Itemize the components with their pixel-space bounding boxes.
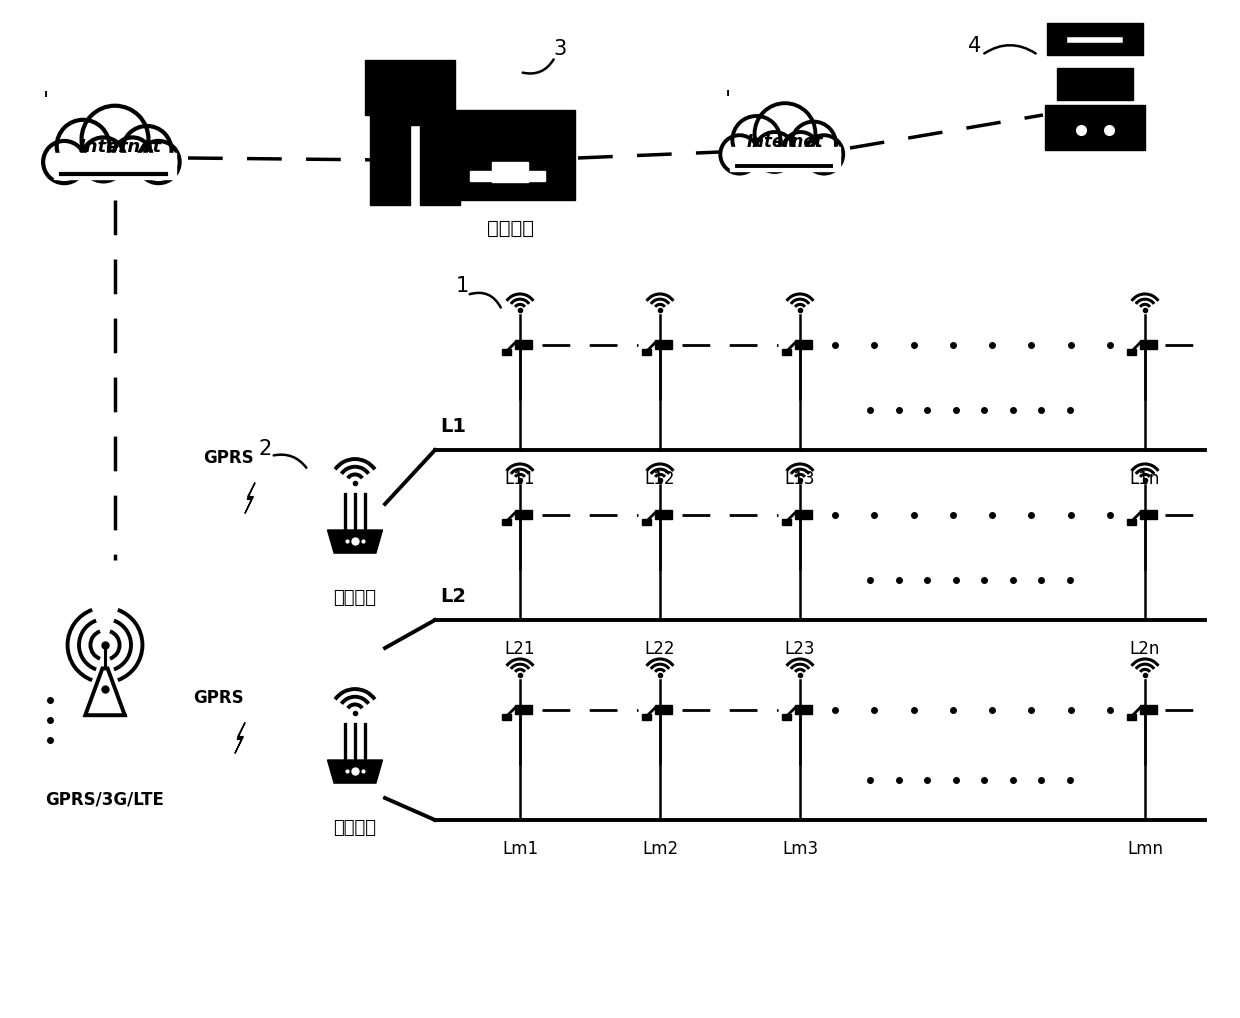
Bar xyxy=(1127,715,1136,720)
Text: ': ' xyxy=(725,90,732,110)
Bar xyxy=(502,519,511,525)
Text: 监控中心: 监控中心 xyxy=(486,219,533,237)
Bar xyxy=(642,519,651,525)
Bar xyxy=(795,510,811,519)
Text: 3: 3 xyxy=(553,39,567,59)
Bar xyxy=(1056,68,1133,100)
Circle shape xyxy=(720,135,759,174)
Bar xyxy=(370,115,410,205)
Bar xyxy=(782,715,791,720)
Polygon shape xyxy=(327,760,382,783)
Bar xyxy=(374,113,445,125)
Text: 边缘网关: 边缘网关 xyxy=(334,589,377,607)
Polygon shape xyxy=(246,483,255,513)
Bar xyxy=(795,705,811,715)
Text: 2: 2 xyxy=(258,439,272,459)
Circle shape xyxy=(805,135,843,174)
Bar xyxy=(1127,519,1136,525)
Text: Lm1: Lm1 xyxy=(502,840,538,858)
Text: L21: L21 xyxy=(505,640,536,658)
Polygon shape xyxy=(234,723,246,753)
Circle shape xyxy=(733,116,780,164)
Circle shape xyxy=(123,126,171,175)
Circle shape xyxy=(82,137,125,181)
Bar xyxy=(515,340,532,349)
Bar xyxy=(1045,105,1145,150)
Bar xyxy=(502,715,511,720)
Bar xyxy=(502,349,511,355)
Bar xyxy=(782,519,791,525)
Bar xyxy=(55,153,176,179)
Text: L11: L11 xyxy=(505,470,536,488)
Polygon shape xyxy=(86,669,125,716)
Text: L23: L23 xyxy=(785,640,815,658)
Bar xyxy=(470,171,546,181)
Circle shape xyxy=(138,140,180,183)
Bar xyxy=(420,115,460,205)
Bar xyxy=(1127,349,1136,355)
Text: GPRS: GPRS xyxy=(202,449,253,467)
Bar xyxy=(642,349,651,355)
Bar xyxy=(795,340,811,349)
Bar xyxy=(655,340,672,349)
Text: Internet: Internet xyxy=(746,133,823,151)
Bar xyxy=(515,510,532,519)
Bar xyxy=(655,510,672,519)
Circle shape xyxy=(82,106,149,173)
Bar xyxy=(655,705,672,715)
Circle shape xyxy=(113,137,151,176)
Bar xyxy=(642,715,651,720)
Text: 1: 1 xyxy=(455,276,469,296)
Bar xyxy=(515,705,532,715)
Text: GPRS: GPRS xyxy=(192,689,243,706)
Bar xyxy=(730,147,839,171)
Circle shape xyxy=(57,120,109,173)
Text: GPRS/3G/LTE: GPRS/3G/LTE xyxy=(46,791,165,809)
Text: Lm2: Lm2 xyxy=(642,840,678,858)
Text: ': ' xyxy=(43,91,50,111)
Bar xyxy=(492,162,528,182)
Circle shape xyxy=(791,121,836,166)
Bar xyxy=(365,60,455,115)
Text: L1n: L1n xyxy=(1130,470,1161,488)
Bar xyxy=(1140,705,1157,715)
Text: L1: L1 xyxy=(440,417,466,436)
Circle shape xyxy=(43,140,86,183)
Polygon shape xyxy=(327,530,382,553)
Text: L12: L12 xyxy=(645,470,676,488)
Bar xyxy=(445,110,575,200)
Bar xyxy=(1047,23,1143,55)
Text: Internet: Internet xyxy=(78,138,161,156)
Text: L22: L22 xyxy=(645,640,676,658)
Text: L2n: L2n xyxy=(1130,640,1161,658)
Bar xyxy=(1140,340,1157,349)
Text: Lmn: Lmn xyxy=(1127,840,1163,858)
Circle shape xyxy=(782,132,818,167)
Bar xyxy=(782,349,791,355)
Text: Lm3: Lm3 xyxy=(782,840,818,858)
Text: L13: L13 xyxy=(785,470,815,488)
Text: L2: L2 xyxy=(440,587,466,606)
Circle shape xyxy=(755,103,816,164)
Circle shape xyxy=(755,132,795,172)
Text: 4: 4 xyxy=(968,36,982,56)
Text: 边缘网关: 边缘网关 xyxy=(334,819,377,837)
Bar xyxy=(450,115,570,195)
Bar xyxy=(1140,510,1157,519)
